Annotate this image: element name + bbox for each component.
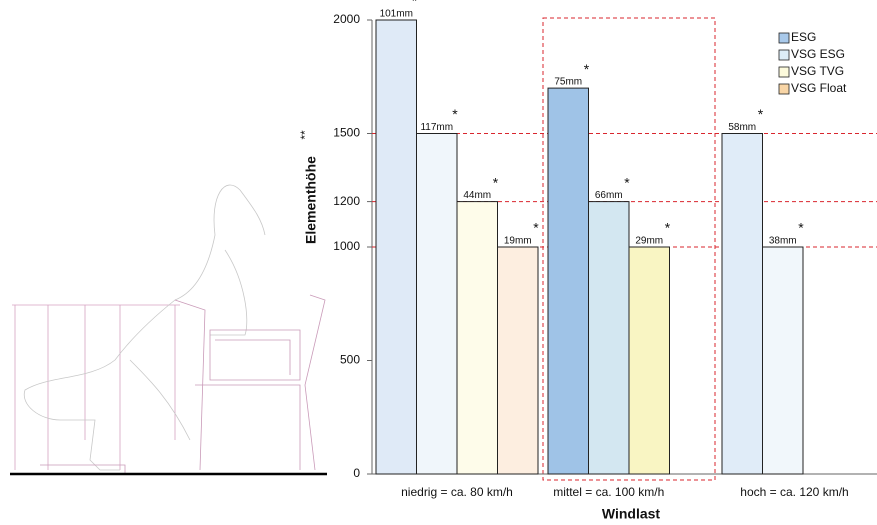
bar-marker: *	[758, 106, 764, 122]
legend-label: ESG	[791, 30, 816, 44]
y-tick-label: 2000	[333, 12, 360, 26]
bar-marker: *	[412, 0, 418, 9]
y-axis-title: Elementhöhe	[303, 156, 319, 244]
legend-label: VSG TVG	[791, 64, 844, 78]
y-tick-label: 1200	[333, 194, 360, 208]
bar	[721, 133, 763, 475]
illustration	[10, 184, 327, 476]
y-axis-marker: **	[298, 130, 312, 140]
y-tick-label: 1000	[333, 239, 360, 253]
legend-label: VSG ESG	[791, 47, 845, 61]
bar-marker: *	[452, 106, 458, 122]
bar	[547, 87, 589, 475]
value-label: 44mm	[463, 190, 491, 201]
bar	[588, 201, 630, 475]
bar-marker: *	[533, 220, 539, 236]
bar	[762, 246, 804, 475]
y-tick-label: 0	[353, 466, 360, 480]
legend-swatch	[778, 83, 790, 95]
value-label: 58mm	[728, 122, 756, 133]
legend-swatch	[778, 66, 790, 78]
x-tick-label: hoch = ca. 120 km/h	[740, 485, 848, 499]
bar-marker: *	[493, 174, 499, 190]
legend-swatch	[778, 49, 790, 61]
x-tick-label: niedrig = ca. 80 km/h	[401, 485, 513, 499]
bar	[497, 246, 539, 475]
value-label: 38mm	[769, 236, 797, 247]
bar	[375, 19, 417, 475]
legend-label: VSG Float	[791, 81, 847, 95]
value-label: 117mm	[420, 122, 453, 133]
value-label: 75mm	[554, 77, 582, 88]
value-label: 66mm	[595, 190, 623, 201]
bar	[456, 201, 498, 475]
legend-swatch	[778, 32, 790, 44]
bar	[416, 133, 458, 475]
value-label: 29mm	[635, 236, 663, 247]
bar	[628, 246, 670, 475]
bar-marker: *	[584, 61, 590, 77]
x-axis-title: Windlast	[602, 506, 661, 522]
y-tick-label: 1500	[333, 126, 360, 140]
value-label: 19mm	[504, 236, 532, 247]
value-label: 101mm	[380, 9, 413, 20]
highlight-box	[542, 17, 716, 481]
y-tick-label: 500	[340, 353, 360, 367]
bar-marker: *	[665, 220, 671, 236]
bar-marker: *	[798, 220, 804, 236]
x-tick-label: mittel = ca. 100 km/h	[553, 485, 664, 499]
bar-marker: *	[624, 174, 630, 190]
